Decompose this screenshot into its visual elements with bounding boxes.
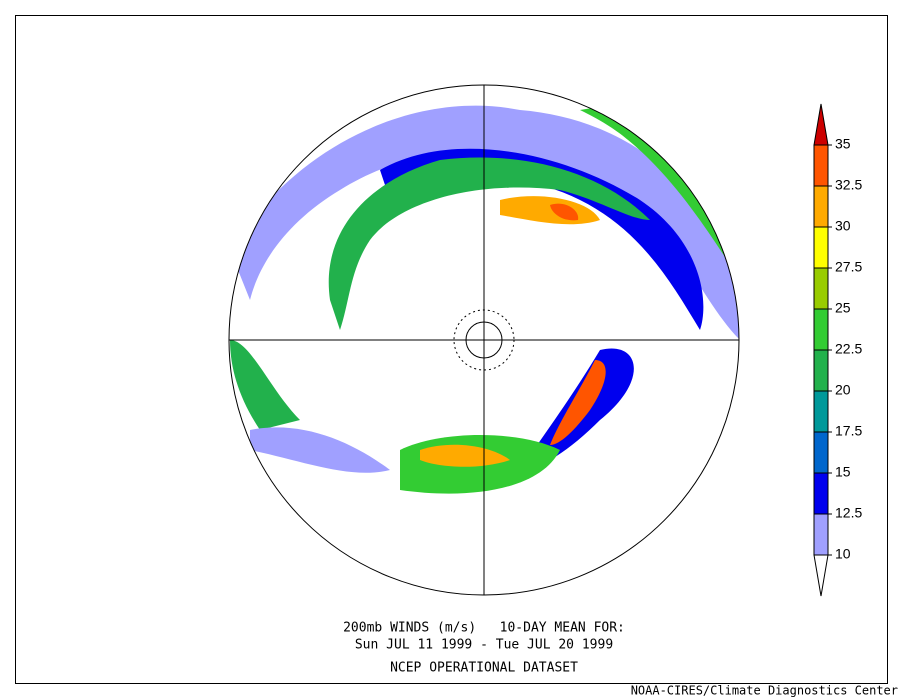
caption-line: Sun JUL 11 1999 - Tue JUL 20 1999	[355, 638, 613, 653]
colorbar-label: 25	[835, 300, 851, 316]
colorbar-segment	[813, 472, 829, 515]
colorbar-label: 15	[835, 464, 851, 480]
colorbar-label: 17.5	[835, 423, 862, 439]
wind-field	[229, 85, 739, 595]
colorbar-segment	[813, 144, 829, 187]
colorbar-label: 10	[835, 546, 851, 562]
colorbar-segment	[813, 308, 829, 351]
caption-line: 200mb WINDS (m/s) 10-DAY MEAN FOR:	[343, 621, 625, 636]
colorbar-label: 12.5	[835, 505, 862, 521]
colorbar-label: 30	[835, 218, 851, 234]
frame	[15, 15, 888, 684]
colorbar: 10 12.5 15 17.5 20 22.5 25 27.5 30 32.5 35	[813, 103, 862, 597]
colorbar-label: 27.5	[835, 259, 862, 275]
colorbar-segment	[813, 431, 829, 474]
colorbar-segment	[813, 185, 829, 228]
colorbar-label: 22.5	[835, 341, 862, 357]
colorbar-label: 35	[835, 136, 851, 152]
colorbar-segment	[813, 103, 829, 146]
colorbar-segment	[813, 267, 829, 310]
colorbar-label: 32.5	[835, 177, 862, 193]
colorbar-segment	[813, 349, 829, 392]
colorbar-segment	[813, 390, 829, 433]
colorbar-segment	[813, 226, 829, 269]
colorbar-segment	[813, 513, 829, 556]
caption-line: NCEP OPERATIONAL DATASET	[390, 661, 578, 676]
colorbar-segment	[813, 554, 829, 597]
colorbar-label: 20	[835, 382, 851, 398]
credit: NOAA-CIRES/Climate Diagnostics Center	[631, 684, 898, 698]
